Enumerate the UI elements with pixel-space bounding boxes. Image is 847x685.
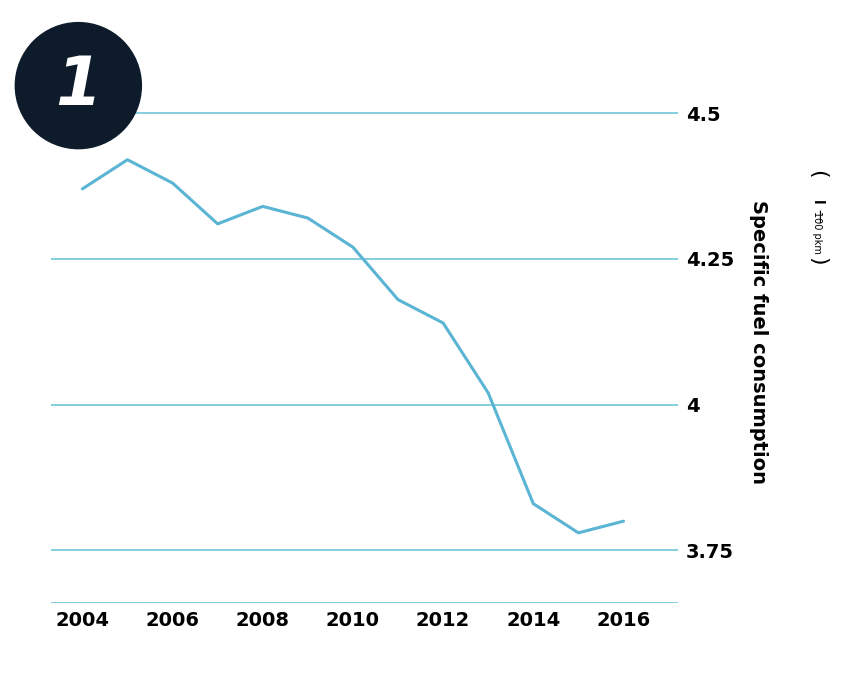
Text: Specific fuel consumption: Specific fuel consumption — [749, 201, 767, 484]
Circle shape — [15, 23, 141, 149]
Text: 1: 1 — [55, 53, 102, 119]
Text: ): ) — [807, 258, 828, 266]
Text: (: ( — [807, 171, 828, 179]
Text: 100 pkm: 100 pkm — [812, 212, 822, 254]
Text: —: — — [811, 209, 824, 223]
Text: l: l — [811, 200, 824, 204]
